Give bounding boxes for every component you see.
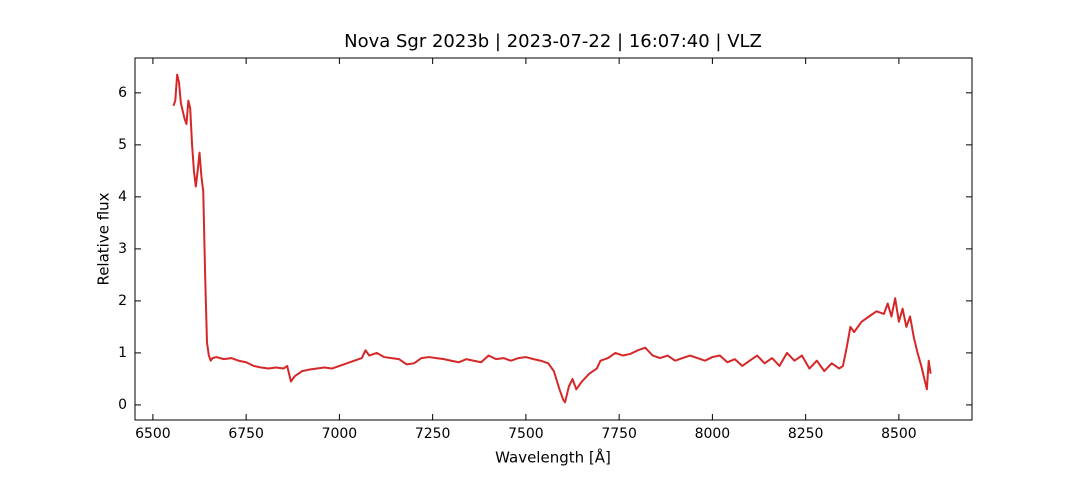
y-tick-label: 1 xyxy=(118,345,127,361)
x-tick-label: 8000 xyxy=(695,426,731,442)
x-axis-label: Wavelength [Å] xyxy=(495,448,611,467)
x-tick-label: 7500 xyxy=(508,426,544,442)
x-tick-label: 8250 xyxy=(788,426,824,442)
y-tick-label: 0 xyxy=(118,397,127,413)
x-tick-label: 7000 xyxy=(322,426,358,442)
y-tick-label: 4 xyxy=(118,189,127,205)
x-tick-label: 7750 xyxy=(601,426,637,442)
plot-frame xyxy=(134,57,973,421)
x-tick-label: 7250 xyxy=(415,426,451,442)
x-tick-label: 8500 xyxy=(881,426,917,442)
y-tick-label: 5 xyxy=(118,137,127,153)
y-tick-label: 3 xyxy=(118,241,127,257)
x-tick-label: 6750 xyxy=(228,426,264,442)
spectrum-line xyxy=(172,73,932,404)
y-axis-label: Relative flux xyxy=(95,192,113,285)
y-tick-label: 2 xyxy=(118,293,127,309)
y-tick-label: 6 xyxy=(118,85,127,101)
chart-title: Nova Sgr 2023b | 2023-07-22 | 16:07:40 |… xyxy=(344,31,762,52)
x-tick-label: 6500 xyxy=(135,426,171,442)
